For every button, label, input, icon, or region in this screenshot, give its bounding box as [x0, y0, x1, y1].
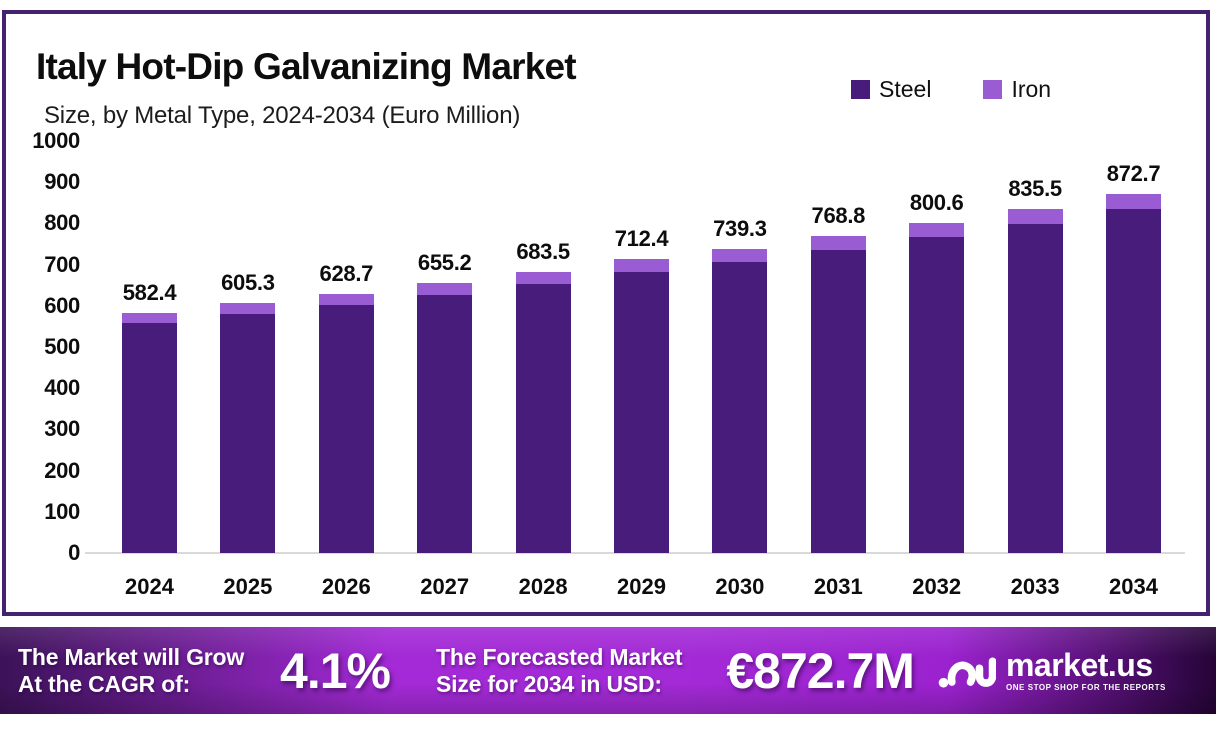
- cagr-value: 4.1%: [280, 642, 391, 699]
- market-us-logo-icon: [938, 657, 996, 688]
- cagr-label: The Market will Grow At the CAGR of:: [18, 644, 244, 698]
- logo-tagline: ONE STOP SHOP FOR THE REPORTS: [1005, 682, 1166, 692]
- cagr-label-line1: The Market will Grow: [18, 643, 245, 670]
- forecast-label-line2: Size for 2034 in USD:: [436, 670, 662, 697]
- footer-banner: The Market will Grow At the CAGR of: 4.1…: [0, 627, 1216, 714]
- legend-item-steel: Steel: [851, 76, 931, 103]
- cagr-label-line2: At the CAGR of:: [18, 670, 191, 697]
- legend-item-iron: Iron: [983, 76, 1051, 103]
- legend-label-iron: Iron: [1011, 76, 1052, 102]
- page-title: Italy Hot-Dip Galvanizing Market: [36, 46, 577, 87]
- legend: Steel Iron: [851, 76, 1051, 103]
- steel-swatch-icon: [851, 80, 870, 99]
- market-us-logo: market.us ONE STOP SHOP FOR THE REPORTS: [938, 649, 1166, 693]
- legend-label-steel: Steel: [879, 76, 932, 102]
- logo-wordmark: market.us: [1005, 646, 1153, 683]
- forecast-label-line1: The Forecasted Market: [436, 643, 683, 670]
- iron-swatch-icon: [983, 80, 1003, 99]
- chart-subtitle: Size, by Metal Type, 2024-2034 (Euro Mil…: [44, 102, 521, 129]
- forecast-value: €872.7M: [726, 642, 915, 699]
- logo-text-block: market.us ONE STOP SHOP FOR THE REPORTS: [1005, 646, 1166, 692]
- chart-card: Italy Hot-Dip Galvanizing Market Size, b…: [2, 10, 1216, 628]
- forecast-label: The Forecasted Market Size for 2034 in U…: [436, 643, 683, 698]
